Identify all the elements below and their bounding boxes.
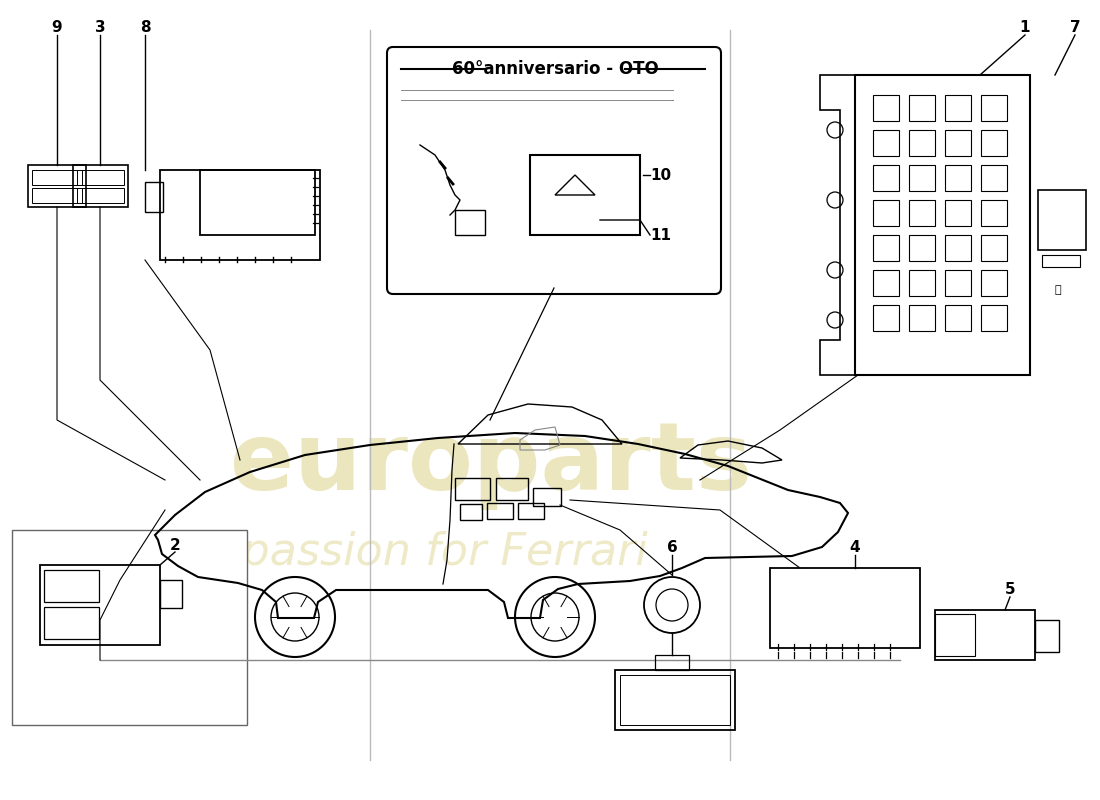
Text: a passion for Ferrari: a passion for Ferrari xyxy=(200,531,648,574)
Text: 8: 8 xyxy=(140,21,151,35)
Text: 4: 4 xyxy=(849,541,860,555)
Text: europarts: europarts xyxy=(230,418,752,510)
Text: 60°anniversario - OTO: 60°anniversario - OTO xyxy=(452,60,659,78)
Text: 5: 5 xyxy=(1004,582,1015,598)
FancyBboxPatch shape xyxy=(387,47,720,294)
Text: 1: 1 xyxy=(1020,21,1031,35)
Text: 7: 7 xyxy=(1069,21,1080,35)
Text: 🔑: 🔑 xyxy=(1055,285,1061,295)
Text: 9: 9 xyxy=(52,21,63,35)
Text: 2: 2 xyxy=(169,538,180,553)
FancyBboxPatch shape xyxy=(12,530,248,725)
Text: 11: 11 xyxy=(650,227,671,242)
Text: 3: 3 xyxy=(95,21,106,35)
Text: 10: 10 xyxy=(650,167,671,182)
Text: 6: 6 xyxy=(667,541,678,555)
